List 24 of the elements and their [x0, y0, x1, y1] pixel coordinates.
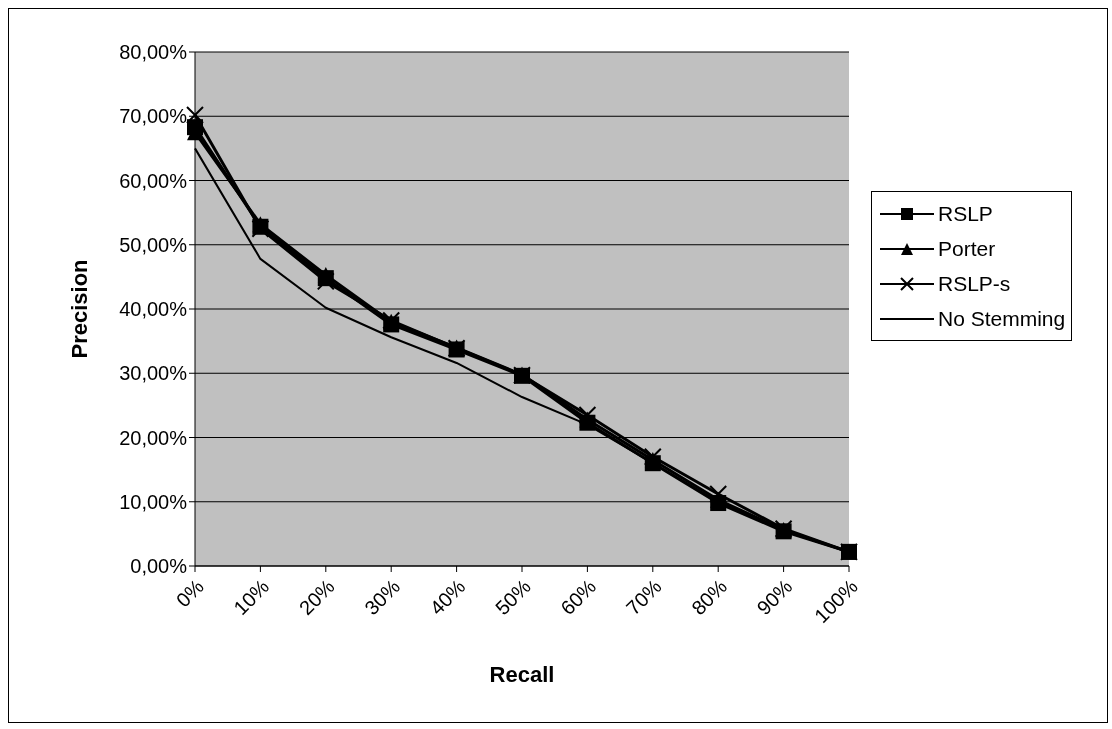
y-tick-label: 0,00%	[130, 555, 188, 578]
x-tick-label: 50%	[491, 575, 536, 620]
legend-label: No Stemming	[938, 306, 1066, 331]
y-tick-label: 60,00%	[119, 169, 188, 192]
x-tick-label: 0%	[171, 575, 209, 612]
legend-label: Porter	[938, 236, 996, 261]
x-tick-label: 30%	[360, 575, 405, 620]
y-tick-label: 20,00%	[119, 426, 188, 449]
x-axis-title: Recall	[489, 662, 555, 687]
x-tick-label: 80%	[687, 575, 732, 620]
x-tick-label: 60%	[556, 575, 601, 620]
x-tick-label: 90%	[752, 575, 797, 620]
y-tick-label: 40,00%	[119, 298, 188, 321]
y-tick-label: 10,00%	[119, 490, 188, 513]
y-tick-label: 80,00%	[119, 41, 188, 64]
x-tick-label: 70%	[621, 575, 666, 620]
y-tick-label: 30,00%	[119, 362, 188, 385]
x-tick-label: 40%	[425, 575, 470, 620]
y-tick-label: 50,00%	[119, 233, 188, 256]
x-tick-label: 10%	[229, 575, 274, 620]
y-axis-title: Precision	[66, 259, 92, 359]
legend-label: RSLP	[938, 201, 993, 226]
y-tick-label: 70,00%	[119, 105, 188, 128]
legend-label: RSLP-s	[938, 271, 1011, 296]
